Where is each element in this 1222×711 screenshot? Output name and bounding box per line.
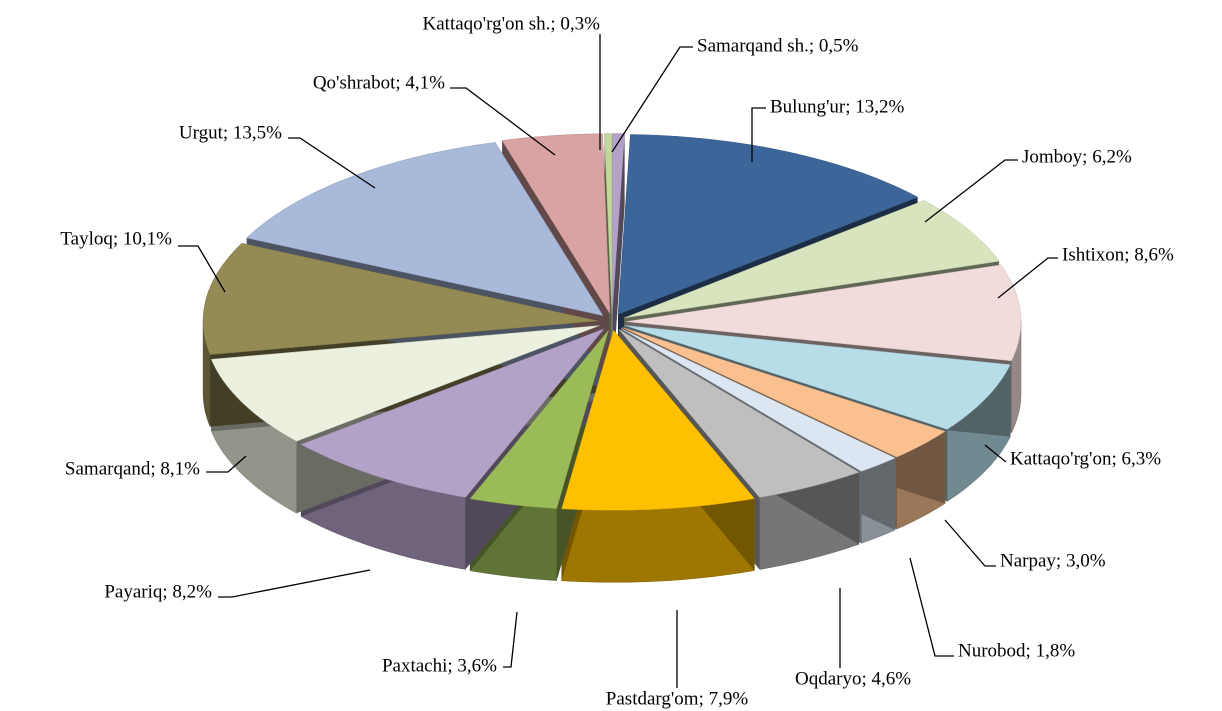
slice (210, 325, 600, 442)
data-label: Paxtachi; 3,6% (382, 655, 497, 676)
slice-face (612, 133, 625, 386)
data-label: Tayloq; 10,1% (60, 228, 172, 249)
slice (561, 329, 755, 511)
leader-line (503, 611, 518, 668)
slice (604, 133, 613, 314)
data-label: Nurobod; 1,8% (958, 640, 1075, 661)
leader-line (984, 444, 1007, 463)
data-label: Ishtixon; 8,6% (1062, 244, 1174, 265)
slice (624, 200, 1000, 319)
leader-line (997, 257, 1058, 299)
data-label: Bulung'ur; 13,2% (770, 96, 904, 117)
slice (501, 133, 611, 315)
leader-line (909, 557, 954, 657)
tops (202, 133, 1022, 511)
leader-line (450, 87, 556, 156)
leader-line (611, 46, 693, 153)
data-label: Qo'shrabot; 4,1% (313, 72, 445, 93)
data-label: Narpay; 3,0% (1000, 550, 1106, 571)
leader-line (178, 245, 226, 293)
leader-line (218, 569, 371, 598)
slice-face (604, 133, 612, 386)
slice (246, 142, 604, 316)
slice (624, 325, 1011, 430)
leader-line (206, 455, 247, 473)
data-label: Pastdarg'om; 7,9% (606, 688, 749, 709)
slice (622, 327, 946, 458)
slice (620, 328, 896, 472)
data-label: Oqdaryo; 4,6% (795, 668, 911, 689)
slice (202, 243, 599, 355)
slice (625, 264, 1022, 362)
leader-line (944, 519, 996, 567)
slice (611, 133, 625, 314)
data-label: Samarqand sh.; 0,5% (697, 35, 859, 56)
data-label: Samarqand; 8,1% (65, 458, 200, 479)
data-label: Urgut; 13,5% (179, 122, 282, 143)
slice (469, 329, 609, 509)
slice (300, 328, 605, 498)
data-label: Payariq; 8,2% (104, 581, 212, 602)
data-label: Jomboy; 6,2% (1022, 146, 1132, 167)
leader-line (751, 107, 766, 162)
data-label: Kattaqo'rg'on sh.; 0,3% (423, 13, 601, 34)
leader-line (924, 159, 1018, 223)
data-label: Kattaqo'rg'on; 6,3% (1010, 448, 1161, 469)
slice (618, 329, 860, 498)
leader-line (288, 137, 376, 189)
slice (617, 134, 919, 315)
